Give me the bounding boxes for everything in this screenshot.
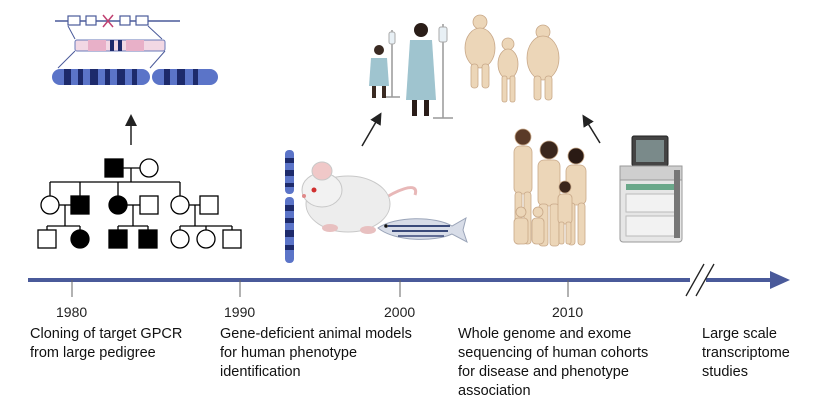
population-icon [464,14,560,103]
patients-icon [369,23,453,119]
zebrafish-icon [377,216,468,244]
diagonal-arrow-2 [582,114,601,144]
year-label-2010: 2010 [552,304,584,320]
caption-gpcr-cloning: Cloning of target GPCR from large pedigr… [30,326,183,361]
year-label-1980: 1980 [56,304,88,320]
timeline-axis [28,262,790,297]
family-cohort-icon [513,128,587,247]
chromosome-zoom-icon [52,14,218,85]
caption-genome-sequencing: Whole genome and exome sequencing of hum… [458,326,649,399]
caption-transcriptome: Large scale transcriptome studies [702,326,790,380]
year-label-2000: 2000 [384,304,416,320]
diagonal-arrow-1 [361,112,382,147]
mouse-icon [301,161,418,234]
year-label-1990: 1990 [224,304,256,320]
pedigree-icon [37,158,242,249]
caption-animal-models: Gene-deficient animal models for human p… [220,326,412,380]
chromosome-icon [285,150,294,263]
sequencer-icon [619,135,683,243]
